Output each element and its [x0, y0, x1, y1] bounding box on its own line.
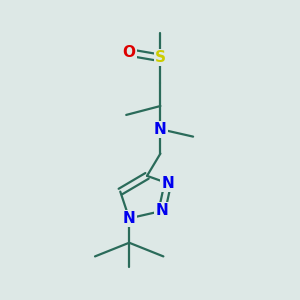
- Text: N: N: [154, 122, 167, 137]
- Text: O: O: [123, 45, 136, 60]
- Text: S: S: [155, 50, 166, 65]
- Text: N: N: [123, 211, 136, 226]
- Text: N: N: [161, 176, 174, 191]
- Text: N: N: [155, 203, 168, 218]
